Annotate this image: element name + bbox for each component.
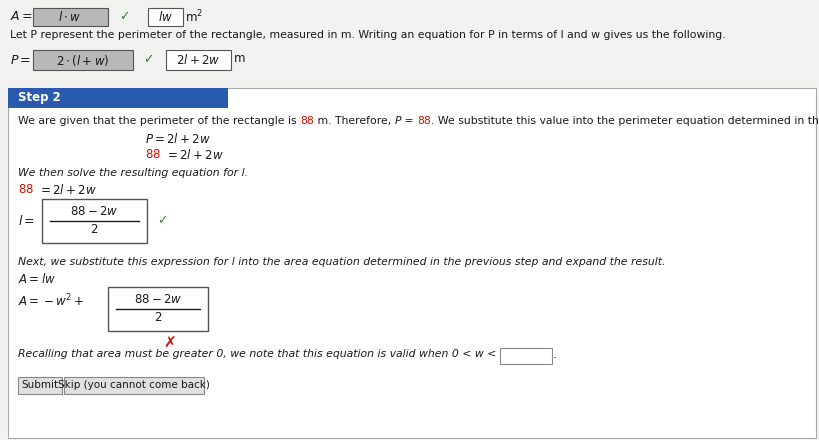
Text: $\mathrm{m}^2$: $\mathrm{m}^2$ — [185, 9, 203, 26]
Text: $A = lw$: $A = lw$ — [18, 272, 56, 286]
Text: 88: 88 — [300, 116, 314, 126]
Bar — [8, 88, 815, 438]
Bar — [147, 8, 183, 26]
Bar — [64, 377, 204, 394]
Text: We are given that the perimeter of the rectangle is: We are given that the perimeter of the r… — [18, 116, 300, 126]
Text: Let P represent the perimeter of the rectangle, measured in m. Writing an equati: Let P represent the perimeter of the rec… — [10, 30, 725, 40]
Text: $88 - 2w$: $88 - 2w$ — [133, 293, 182, 306]
Text: $l = $: $l = $ — [18, 214, 35, 228]
Text: $P = $: $P = $ — [10, 54, 31, 66]
Text: Skip (you cannot come back): Skip (you cannot come back) — [58, 381, 210, 390]
Bar — [108, 287, 208, 331]
Bar — [18, 377, 62, 394]
Text: ✓: ✓ — [156, 214, 167, 227]
Bar — [165, 50, 231, 70]
Text: . We substitute this value into the perimeter equation determined in the previou: . We substitute this value into the peri… — [431, 116, 819, 126]
Text: $= 2l + 2w$: $= 2l + 2w$ — [38, 183, 97, 197]
Text: $A = -w^2 +$: $A = -w^2 +$ — [18, 293, 84, 309]
Text: $2l+2w$: $2l+2w$ — [175, 53, 219, 67]
Text: Step 2: Step 2 — [18, 92, 61, 104]
Text: $\mathrm{m}$: $\mathrm{m}$ — [233, 52, 245, 65]
Text: Submit: Submit — [21, 381, 58, 390]
Bar — [500, 348, 551, 364]
Text: $2$: $2$ — [90, 223, 98, 236]
Text: m. Therefore,: m. Therefore, — [314, 116, 394, 126]
Text: P: P — [394, 116, 400, 126]
Text: Recalling that area must be greater 0, we note that this equation is valid when : Recalling that area must be greater 0, w… — [18, 349, 500, 359]
Text: .: . — [552, 348, 556, 362]
Text: ✗: ✗ — [163, 336, 175, 351]
Text: $88$: $88$ — [145, 148, 161, 161]
Text: ✓: ✓ — [119, 11, 129, 23]
Text: $2\cdot(l+w)$: $2\cdot(l+w)$ — [57, 52, 110, 67]
Text: ✓: ✓ — [143, 54, 153, 66]
Text: $2$: $2$ — [154, 311, 162, 324]
Text: We then solve the resulting equation for l.: We then solve the resulting equation for… — [18, 168, 248, 178]
Bar — [42, 199, 147, 243]
Text: =: = — [400, 116, 417, 126]
Text: $88 - 2w$: $88 - 2w$ — [70, 205, 119, 218]
Text: Next, we substitute this expression for l into the area equation determined in t: Next, we substitute this expression for … — [18, 257, 665, 267]
Text: $= 2l + 2w$: $= 2l + 2w$ — [165, 148, 224, 162]
Text: 88: 88 — [417, 116, 431, 126]
Text: $88$: $88$ — [18, 183, 34, 196]
Bar — [33, 50, 133, 70]
Bar — [33, 8, 108, 26]
Text: $P = 2l + 2w$: $P = 2l + 2w$ — [145, 132, 210, 146]
Text: $l\cdot w$: $l\cdot w$ — [58, 10, 82, 24]
Text: $A = $: $A = $ — [10, 11, 33, 23]
Text: $lw$: $lw$ — [157, 10, 172, 24]
Bar — [8, 88, 228, 108]
